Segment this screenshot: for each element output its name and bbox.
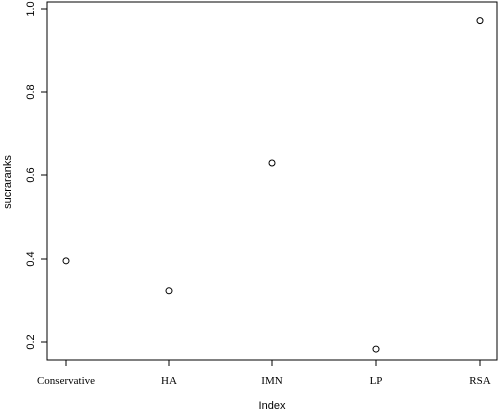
y-tick-label: 1.0 [25, 1, 37, 16]
data-point [372, 345, 380, 353]
data-point [62, 257, 70, 265]
x-tick-label: HA [161, 375, 177, 387]
x-tick-label: LP [370, 375, 383, 387]
y-tick-label: 0.6 [25, 167, 37, 182]
data-point [268, 159, 276, 167]
plot-frame [46, 1, 498, 361]
y-tick-label: 0.8 [25, 84, 37, 99]
y-axis-title: sucraranks [2, 155, 14, 209]
x-axis-title: Index [259, 400, 286, 412]
y-tick-label: 0.2 [25, 334, 37, 349]
data-point [165, 287, 173, 295]
data-point [476, 17, 484, 25]
x-tick-label: IMN [261, 375, 282, 387]
x-tick-label: Conservative [37, 375, 95, 387]
y-tick-label: 0.4 [25, 251, 37, 266]
x-tick-label: RSA [469, 375, 490, 387]
